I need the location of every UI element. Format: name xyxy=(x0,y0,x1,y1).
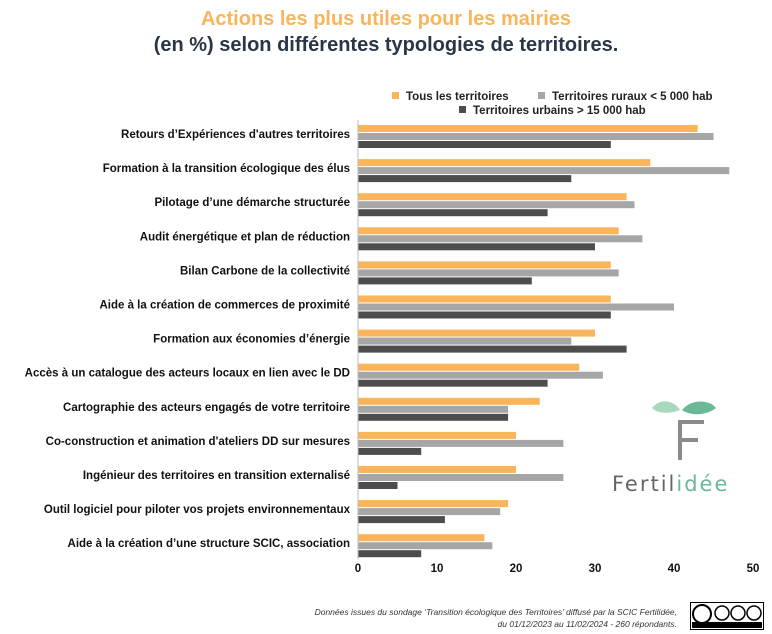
bar-all xyxy=(358,363,580,371)
category-label: Outil logiciel pour piloter vos projets … xyxy=(44,504,351,516)
legend-swatch-all xyxy=(392,92,399,99)
bar-all xyxy=(358,466,516,473)
footnote-line1: Données issues du sondage ‘Transition éc… xyxy=(314,607,677,617)
bar-all xyxy=(358,125,698,132)
bar-all xyxy=(358,397,540,405)
legend-swatch-urban xyxy=(459,106,466,113)
bar-urban xyxy=(358,243,595,251)
category-label: Retours d’Expériences d'autres territoir… xyxy=(121,129,350,141)
legend-item-all: Tous les territoires xyxy=(392,91,509,103)
x-tick-label: 0 xyxy=(355,563,361,575)
category-label: Cartographie des acteurs engagés de votr… xyxy=(63,402,350,414)
bar-urban xyxy=(358,141,611,148)
brand-logo-accent: idée xyxy=(676,472,730,496)
legend-label-rural: Territoires ruraux < 5 000 hab xyxy=(552,91,713,103)
bar-all xyxy=(358,431,516,439)
cc-by-nc-sa-icon xyxy=(690,602,764,630)
bar-urban xyxy=(358,345,627,353)
bar-urban xyxy=(358,482,398,489)
leaf-f-logo-icon xyxy=(652,401,716,460)
bar-urban xyxy=(358,550,422,558)
category-label: Formation à la transition écologique des… xyxy=(103,163,350,175)
x-tick-label: 30 xyxy=(589,563,602,575)
bar-rural xyxy=(358,508,501,516)
bar-rural xyxy=(358,474,564,481)
category-label: Aide à la création de commerces de proxi… xyxy=(99,300,350,312)
x-tick-label: 40 xyxy=(668,563,681,575)
bar-urban xyxy=(358,311,611,319)
bar-chart: Retours d’Expériences d'autres territoir… xyxy=(25,120,760,575)
footnote-line2: du 01/12/2023 au 11/02/2024 - 260 répond… xyxy=(497,619,677,629)
bar-all xyxy=(358,261,611,269)
bar-all xyxy=(358,193,627,201)
category-label: Bilan Carbone de la collectivité xyxy=(180,265,350,277)
bar-all xyxy=(358,159,651,167)
bar-all xyxy=(358,329,595,337)
bar-rural xyxy=(358,542,493,550)
x-tick-label: 10 xyxy=(431,563,444,575)
category-label: Accès à un catalogue des acteurs locaux … xyxy=(25,368,350,380)
category-label: Ingénieur des territoires en transition … xyxy=(83,470,350,482)
bar-rural xyxy=(358,133,714,140)
bar-rural xyxy=(358,201,635,209)
x-tick-label: 50 xyxy=(747,563,760,575)
bar-rural xyxy=(358,371,603,379)
source-footnote: Données issues du sondage ‘Transition éc… xyxy=(315,606,677,630)
category-label: Pilotage d’une démarche structurée xyxy=(154,197,350,209)
bar-rural xyxy=(358,405,509,413)
x-tick-label: 20 xyxy=(510,563,523,575)
bar-rural xyxy=(358,235,643,243)
category-label: Co-construction et animation d'ateliers … xyxy=(46,436,350,448)
legend-item-urban: Territoires urbains > 15 000 hab xyxy=(459,105,646,117)
bar-rural xyxy=(358,439,564,447)
legend-item-rural: Territoires ruraux < 5 000 hab xyxy=(538,91,713,103)
bar-rural xyxy=(358,269,619,277)
bar-urban xyxy=(358,277,532,285)
brand-logo-text: Fertilidée xyxy=(612,472,729,496)
chart-title-line1: Actions les plus utiles pour les mairies xyxy=(200,8,572,30)
bar-all xyxy=(358,534,485,542)
bar-urban xyxy=(358,413,509,421)
bar-all xyxy=(358,295,611,303)
brand-logo-main: Fertil xyxy=(612,472,677,496)
bar-urban xyxy=(358,379,548,387)
legend-swatch-rural xyxy=(538,92,545,99)
bar-all xyxy=(358,227,619,235)
bar-all xyxy=(358,500,509,508)
bar-rural xyxy=(358,303,674,311)
bar-rural xyxy=(358,337,572,345)
bar-urban xyxy=(358,175,572,183)
bar-urban xyxy=(358,209,548,217)
category-label: Aide à la création d’une structure SCIC,… xyxy=(68,538,350,550)
category-label: Formation aux économies d’énergie xyxy=(153,334,350,346)
category-label: Audit énergétique et plan de réduction xyxy=(140,231,350,243)
bar-urban xyxy=(358,447,422,455)
legend-label-urban: Territoires urbains > 15 000 hab xyxy=(473,105,646,117)
legend-label-all: Tous les territoires xyxy=(406,91,509,103)
chart-title-line2: (en %) selon différentes typologies de t… xyxy=(153,34,619,56)
bar-rural xyxy=(358,167,730,175)
bar-urban xyxy=(358,516,445,524)
